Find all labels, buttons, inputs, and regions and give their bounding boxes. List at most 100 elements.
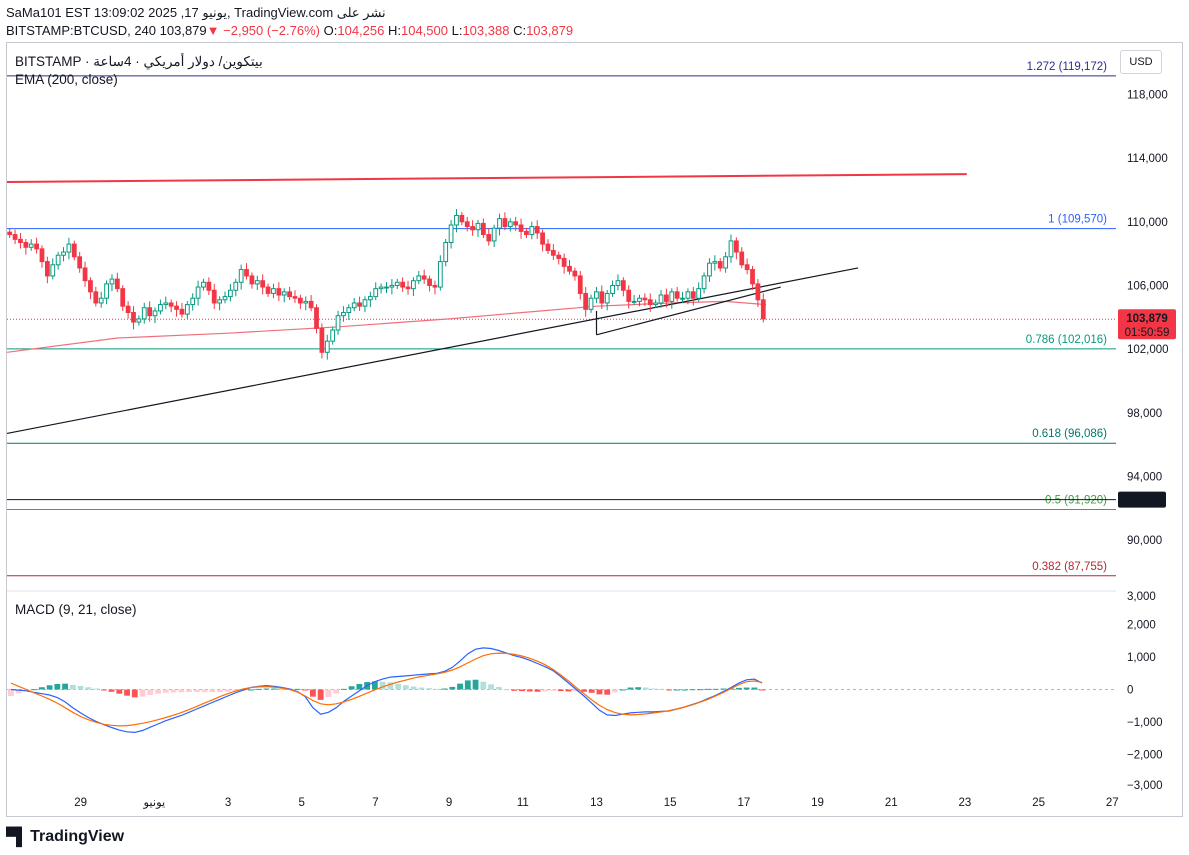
macd-histogram-bar [712,688,719,690]
candle-body [696,288,702,299]
candle-body [34,243,39,250]
candle-body [287,291,292,298]
candle-body [292,296,298,299]
candle-body [158,304,163,312]
low-label: L: [451,23,463,38]
candle-body [50,264,56,277]
candle-body [502,218,508,228]
macd-histogram-bar [666,689,673,691]
macd-line [10,647,763,734]
candle-body [739,251,745,266]
countdown-badge-text: 01:50:59 [1125,327,1170,339]
candle-body [238,269,244,283]
candle-body [18,238,23,244]
candle-body [201,281,206,288]
fib-label-0: 1.272 (119,172) [1027,61,1108,73]
candle-body [303,300,309,304]
macd-histogram-bar [433,688,440,690]
macd-histogram-bar [557,689,564,692]
time-tick-14: 27 [1106,797,1119,809]
macd-histogram-bar [224,689,231,692]
candle-body [77,256,83,269]
price-tick-2: 110,000 [1127,217,1168,229]
candle-body [664,294,669,302]
macd-histogram-bar [279,688,285,690]
macd-histogram-bar [550,689,556,691]
currency-button[interactable]: USD [1120,50,1162,74]
macd-legend[interactable]: MACD (9, 21, close) [15,602,137,617]
symbol-label[interactable]: BITSTAMP:BTCUSD, 240 [6,23,157,38]
candle-body [394,281,400,286]
candle-body [680,297,685,300]
chart-frame[interactable] [6,42,1183,817]
macd-histogram-bar [743,687,750,690]
cursor-price-badge-text: 92,539 [1124,495,1159,507]
time-tick-3: 5 [299,797,305,809]
macd-histogram-bar [356,683,363,690]
candle-body [497,218,502,229]
candle-body [529,226,535,236]
macd-histogram-bar [759,689,766,691]
candle-body [642,297,648,301]
candle-body [222,296,228,301]
candle-body [71,243,77,258]
candle-body [717,261,723,269]
candle-body [534,226,540,234]
macd-histogram-bar [54,683,61,690]
macd-tick-4: −1,000 [1127,717,1163,729]
macd-histogram-bar [302,689,309,691]
macd-histogram-bar [255,688,262,690]
candle-body [459,214,465,223]
tradingview-logo[interactable]: ▀▌ TradingView [6,827,124,847]
macd-histogram-bar [340,688,347,690]
fib-label-5: 0.382 (87,755) [1032,561,1107,573]
macd-histogram-bar [178,689,185,693]
trendline-1 [6,267,859,435]
macd-histogram-bar [348,686,355,690]
macd-histogram-bar [371,681,378,690]
candle-body [507,221,513,228]
candle-body [346,307,352,314]
chart-title[interactable]: BITSTAMP · بيتكوين/ دولار أمريكي · 4ساعة [15,54,263,69]
candle-body [314,307,319,329]
candle-body [550,249,556,256]
candle-body [341,312,346,317]
ohlc-header: BITSTAMP:BTCUSD, 240 103,879▼ −2,950 (−2… [6,23,573,38]
macd-tick-0: 3,000 [1127,591,1156,603]
price-tick-6: 94,000 [1127,471,1162,483]
candle-body [626,289,632,302]
ema-line [6,300,767,353]
macd-histogram-bar [85,687,92,690]
candle-body [55,254,61,266]
time-tick-0: 29 [74,797,87,809]
candle-body [357,302,362,307]
candle-body [297,297,303,304]
signal-line [10,652,763,727]
candle-body [66,243,72,253]
macd-histogram-bar [310,689,316,697]
ema-legend[interactable]: EMA (200, close) [15,72,118,87]
macd-histogram-bar [325,689,332,697]
macd-histogram-bar [410,686,417,690]
candle-body [755,283,761,301]
candle-body [61,251,66,256]
candle-body [249,275,255,285]
macd-histogram-bar [426,688,432,690]
candle-body [669,291,675,302]
macd-tick-5: −2,000 [1127,750,1163,762]
macd-histogram-bar [116,689,123,694]
candle-body [750,269,755,285]
candle-body [152,310,158,317]
candle-body [335,315,341,331]
candle-body [723,256,728,269]
time-tick-4: 7 [372,797,378,809]
open-label: O: [323,23,338,38]
macd-histogram-bar [217,689,223,693]
macd-histogram-bar [333,689,340,694]
candle-body [733,240,739,253]
candle-body [271,288,276,294]
high-value: 104,500 [400,23,448,38]
candle-body [351,302,357,309]
candle-body [631,300,637,303]
